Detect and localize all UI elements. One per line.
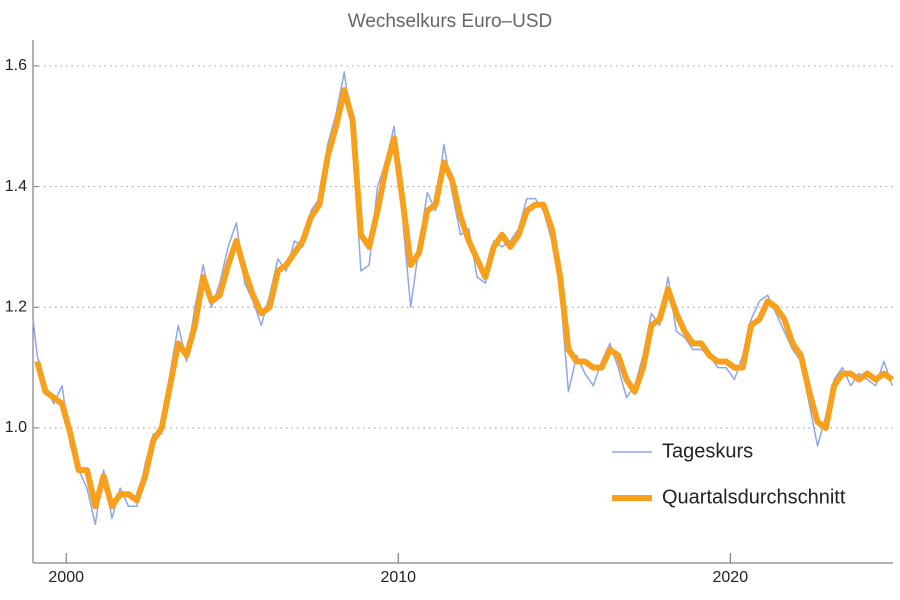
- chart-title: Wechselkurs Euro–USD: [348, 11, 553, 32]
- y-tick-label: 1.6: [5, 57, 27, 74]
- series-line: [32, 71, 893, 526]
- y-tick-label: 1.2: [5, 298, 27, 315]
- series-line: [34, 87, 894, 510]
- legend-label: Quartalsdurchschnitt: [662, 486, 846, 508]
- x-tick-label: 2010: [380, 569, 416, 586]
- y-tick-label: 1.0: [5, 419, 27, 436]
- legend-label: Tageskurs: [662, 440, 753, 462]
- x-tick-label: 2000: [48, 569, 84, 586]
- y-tick-label: 1.4: [5, 178, 27, 195]
- x-tick-label: 2020: [713, 569, 749, 586]
